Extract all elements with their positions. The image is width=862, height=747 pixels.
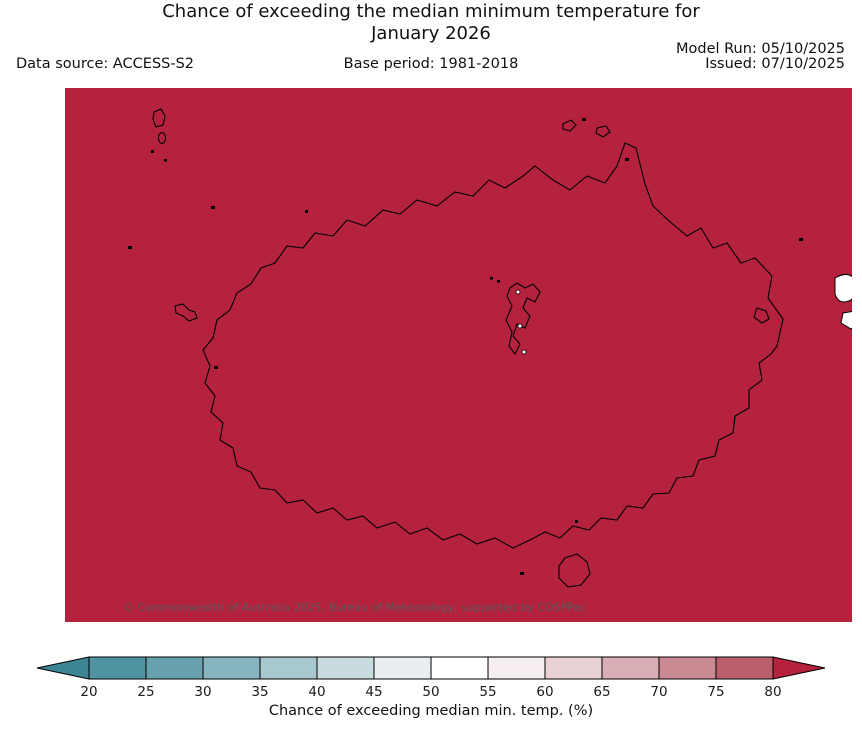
colorbar-segment [715, 656, 774, 680]
run-info-block: Model Run: 05/10/2025 Issued: 07/10/2025 [676, 42, 845, 72]
colorbar-tick: 55 [479, 684, 496, 700]
colorbar-tick: 80 [764, 684, 781, 700]
colorbar-arrow-left [36, 656, 90, 680]
colorbar-canvas: 20 25 30 35 40 45 50 55 60 65 70 75 80 [36, 656, 826, 700]
colorbar: 20 25 30 35 40 45 50 55 60 65 70 75 80 [35, 655, 827, 701]
colorbar-segment [487, 656, 546, 680]
colorbar-segment [601, 656, 660, 680]
colorbar-segment [658, 656, 717, 680]
copyright-notice: © Commonwealth of Australia 2025, Bureau… [123, 601, 587, 614]
colorbar-tick: 45 [365, 684, 382, 700]
colorbar-segment [145, 656, 204, 680]
page-title: Chance of exceeding the median minimum t… [0, 1, 862, 45]
colorbar-tick: 30 [194, 684, 211, 700]
colorbar-tick: 40 [308, 684, 325, 700]
colorbar-ticks: 20 25 30 35 40 45 50 55 60 65 70 75 80 [80, 684, 781, 700]
island-specks-group [128, 118, 803, 575]
map-canvas [65, 88, 852, 622]
colorbar-tick: 75 [707, 684, 724, 700]
colorbar-tick: 35 [251, 684, 268, 700]
masked-island-east-1 [834, 274, 852, 303]
title-line-2: January 2026 [371, 23, 491, 44]
base-period-label: Base period: 1981-2018 [343, 56, 519, 72]
colorbar-caption: Chance of exceeding median min. temp. (%… [268, 703, 594, 719]
model-run-label: Model Run: 05/10/2025 [675, 41, 845, 57]
colorbar-segment [88, 656, 147, 680]
island-topleft-1 [152, 108, 166, 128]
coastlines-group [152, 108, 784, 588]
data-source-label: Data source: ACCESS-S2 [16, 56, 195, 72]
map-ocean-fill [65, 88, 852, 622]
colorbar-segment [544, 656, 603, 680]
masked-island-east-2 [840, 310, 852, 330]
island-topright-2 [595, 125, 611, 138]
mainland-coastline [202, 142, 784, 549]
colorbar-cells [36, 656, 826, 680]
colorbar-tick: 50 [422, 684, 439, 700]
colorbar-tick: 60 [536, 684, 553, 700]
title-line-1: Chance of exceeding the median minimum t… [162, 1, 700, 22]
colorbar-tick: 70 [650, 684, 667, 700]
colorbar-tick: 25 [137, 684, 154, 700]
colorbar-tick: 65 [593, 684, 610, 700]
issued-label: Issued: 07/10/2025 [705, 56, 845, 72]
colorbar-segment [430, 656, 489, 680]
colorbar-segment [202, 656, 261, 680]
colorbar-segment [373, 656, 432, 680]
colorbar-arrow-right [772, 656, 826, 680]
island-topright-1 [562, 119, 577, 132]
island-south-1 [558, 553, 591, 588]
island-topleft-2 [157, 131, 167, 145]
colorbar-segment [316, 656, 375, 680]
island-west-cluster [174, 303, 198, 322]
colorbar-tick: 20 [80, 684, 97, 700]
forecast-map: © Commonwealth of Australia 2025, Bureau… [65, 88, 852, 622]
island-east-1 [753, 307, 770, 324]
colorbar-segment [259, 656, 318, 680]
masked-islands-group [834, 274, 852, 330]
white-spots-group [515, 289, 527, 355]
